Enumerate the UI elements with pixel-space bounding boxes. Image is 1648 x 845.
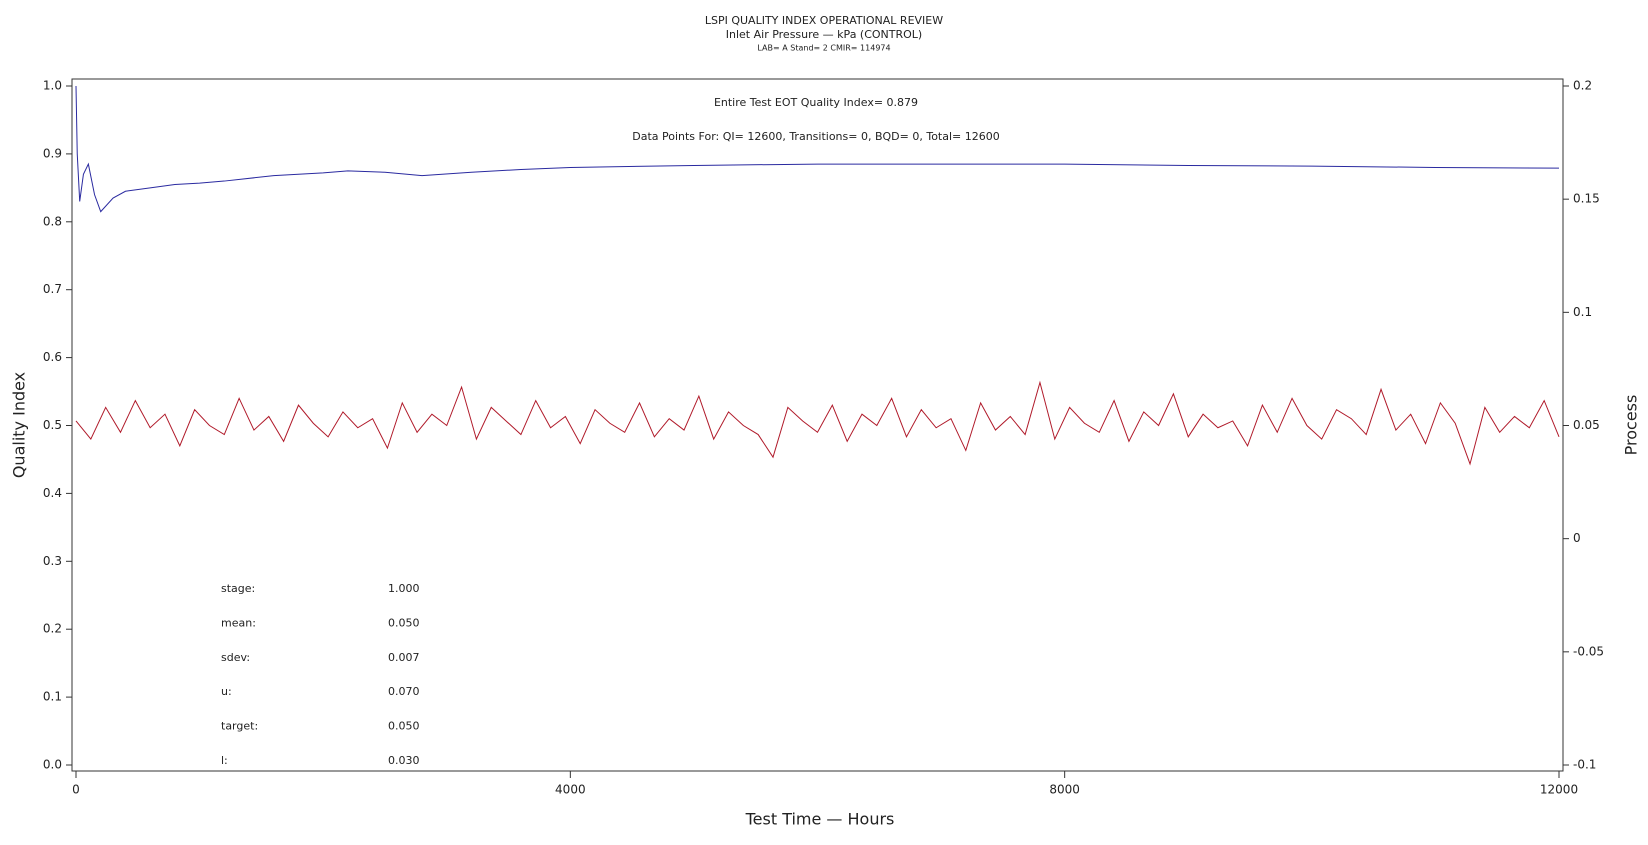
chart-subtitle: Inlet Air Pressure — kPa (CONTROL) [726, 28, 922, 41]
stat-value: 0.030 [388, 754, 420, 767]
y-tick-label: 0.0 [43, 758, 62, 772]
y-tick-label: 0.3 [43, 554, 62, 568]
y2-tick-label: 0.05 [1573, 418, 1600, 432]
y-tick-label: 0.6 [43, 350, 62, 364]
stat-label: mean: [221, 616, 256, 629]
stat-value: 0.007 [388, 651, 420, 664]
y2-tick-label: 0 [1573, 531, 1581, 545]
series-line [75, 380, 1560, 466]
annotation: Data Points For: QI= 12600, Transitions=… [632, 130, 1000, 143]
annotation: Entire Test EOT Quality Index= 0.879 [714, 96, 918, 109]
y-tick-label: 0.5 [43, 418, 62, 432]
x-tick-label: 12000 [1540, 783, 1578, 797]
y2-tick-label: -0.05 [1573, 644, 1604, 658]
y-tick-label: 0.1 [43, 690, 62, 704]
stat-label: target: [221, 720, 258, 733]
x-axis-label: Test Time — Hours [745, 810, 895, 829]
stat-value: 0.050 [388, 720, 420, 733]
y2-tick-label: -0.1 [1573, 758, 1596, 772]
chart-title: LSPI QUALITY INDEX OPERATIONAL REVIEW [705, 14, 943, 27]
y-tick-label: 1.0 [43, 79, 62, 93]
chart-subsubtitle: LAB= A Stand= 2 CMIR= 114974 [757, 44, 890, 53]
series-line [75, 85, 1560, 213]
y-tick-label: 0.9 [43, 146, 62, 160]
y-tick-label: 0.8 [43, 214, 62, 228]
stat-label: stage: [221, 582, 255, 595]
stat-label: l: [221, 754, 228, 767]
stat-label: sdev: [221, 651, 250, 664]
stat-value: 0.050 [388, 616, 420, 629]
y-tick-label: 0.2 [43, 622, 62, 636]
plot-frame [71, 78, 1564, 772]
stat-value: 0.070 [388, 685, 420, 698]
y2-axis-label: Process [1622, 395, 1641, 456]
stat-value: 1.000 [388, 582, 420, 595]
y-tick-label: 0.4 [43, 486, 62, 500]
stat-label: u: [221, 685, 232, 698]
x-tick-label: 0 [72, 783, 80, 797]
x-tick-label: 8000 [1049, 783, 1080, 797]
y2-tick-label: 0.2 [1573, 79, 1592, 93]
x-tick-label: 4000 [555, 783, 586, 797]
y2-tick-label: 0.1 [1573, 305, 1592, 319]
y-axis-label: Quality Index [10, 372, 29, 478]
y-tick-label: 0.7 [43, 282, 62, 296]
y2-tick-label: 0.15 [1573, 192, 1600, 206]
